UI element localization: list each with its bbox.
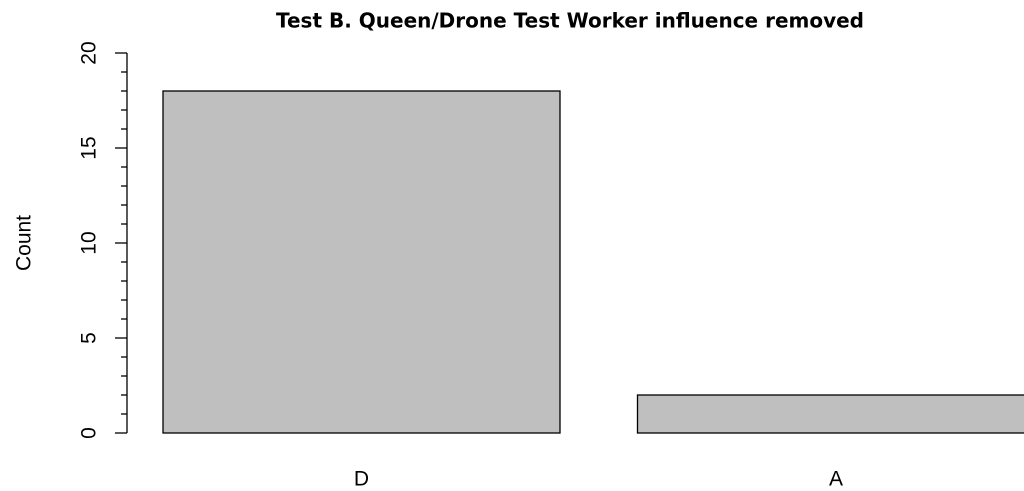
y-tick-label: 0: [78, 427, 101, 439]
y-tick-label: 10: [78, 231, 101, 254]
bar: [636, 394, 1024, 434]
y-axis-label: Count: [13, 215, 36, 271]
bar: [162, 90, 561, 434]
x-tick-label: D: [354, 468, 369, 491]
chart-title: Test B. Queen/Drone Test Worker influenc…: [276, 9, 864, 33]
y-tick-label: 20: [78, 41, 101, 64]
y-tick-label: 15: [78, 136, 101, 159]
y-tick-label: 5: [78, 332, 101, 344]
x-tick-label: A: [829, 468, 843, 491]
